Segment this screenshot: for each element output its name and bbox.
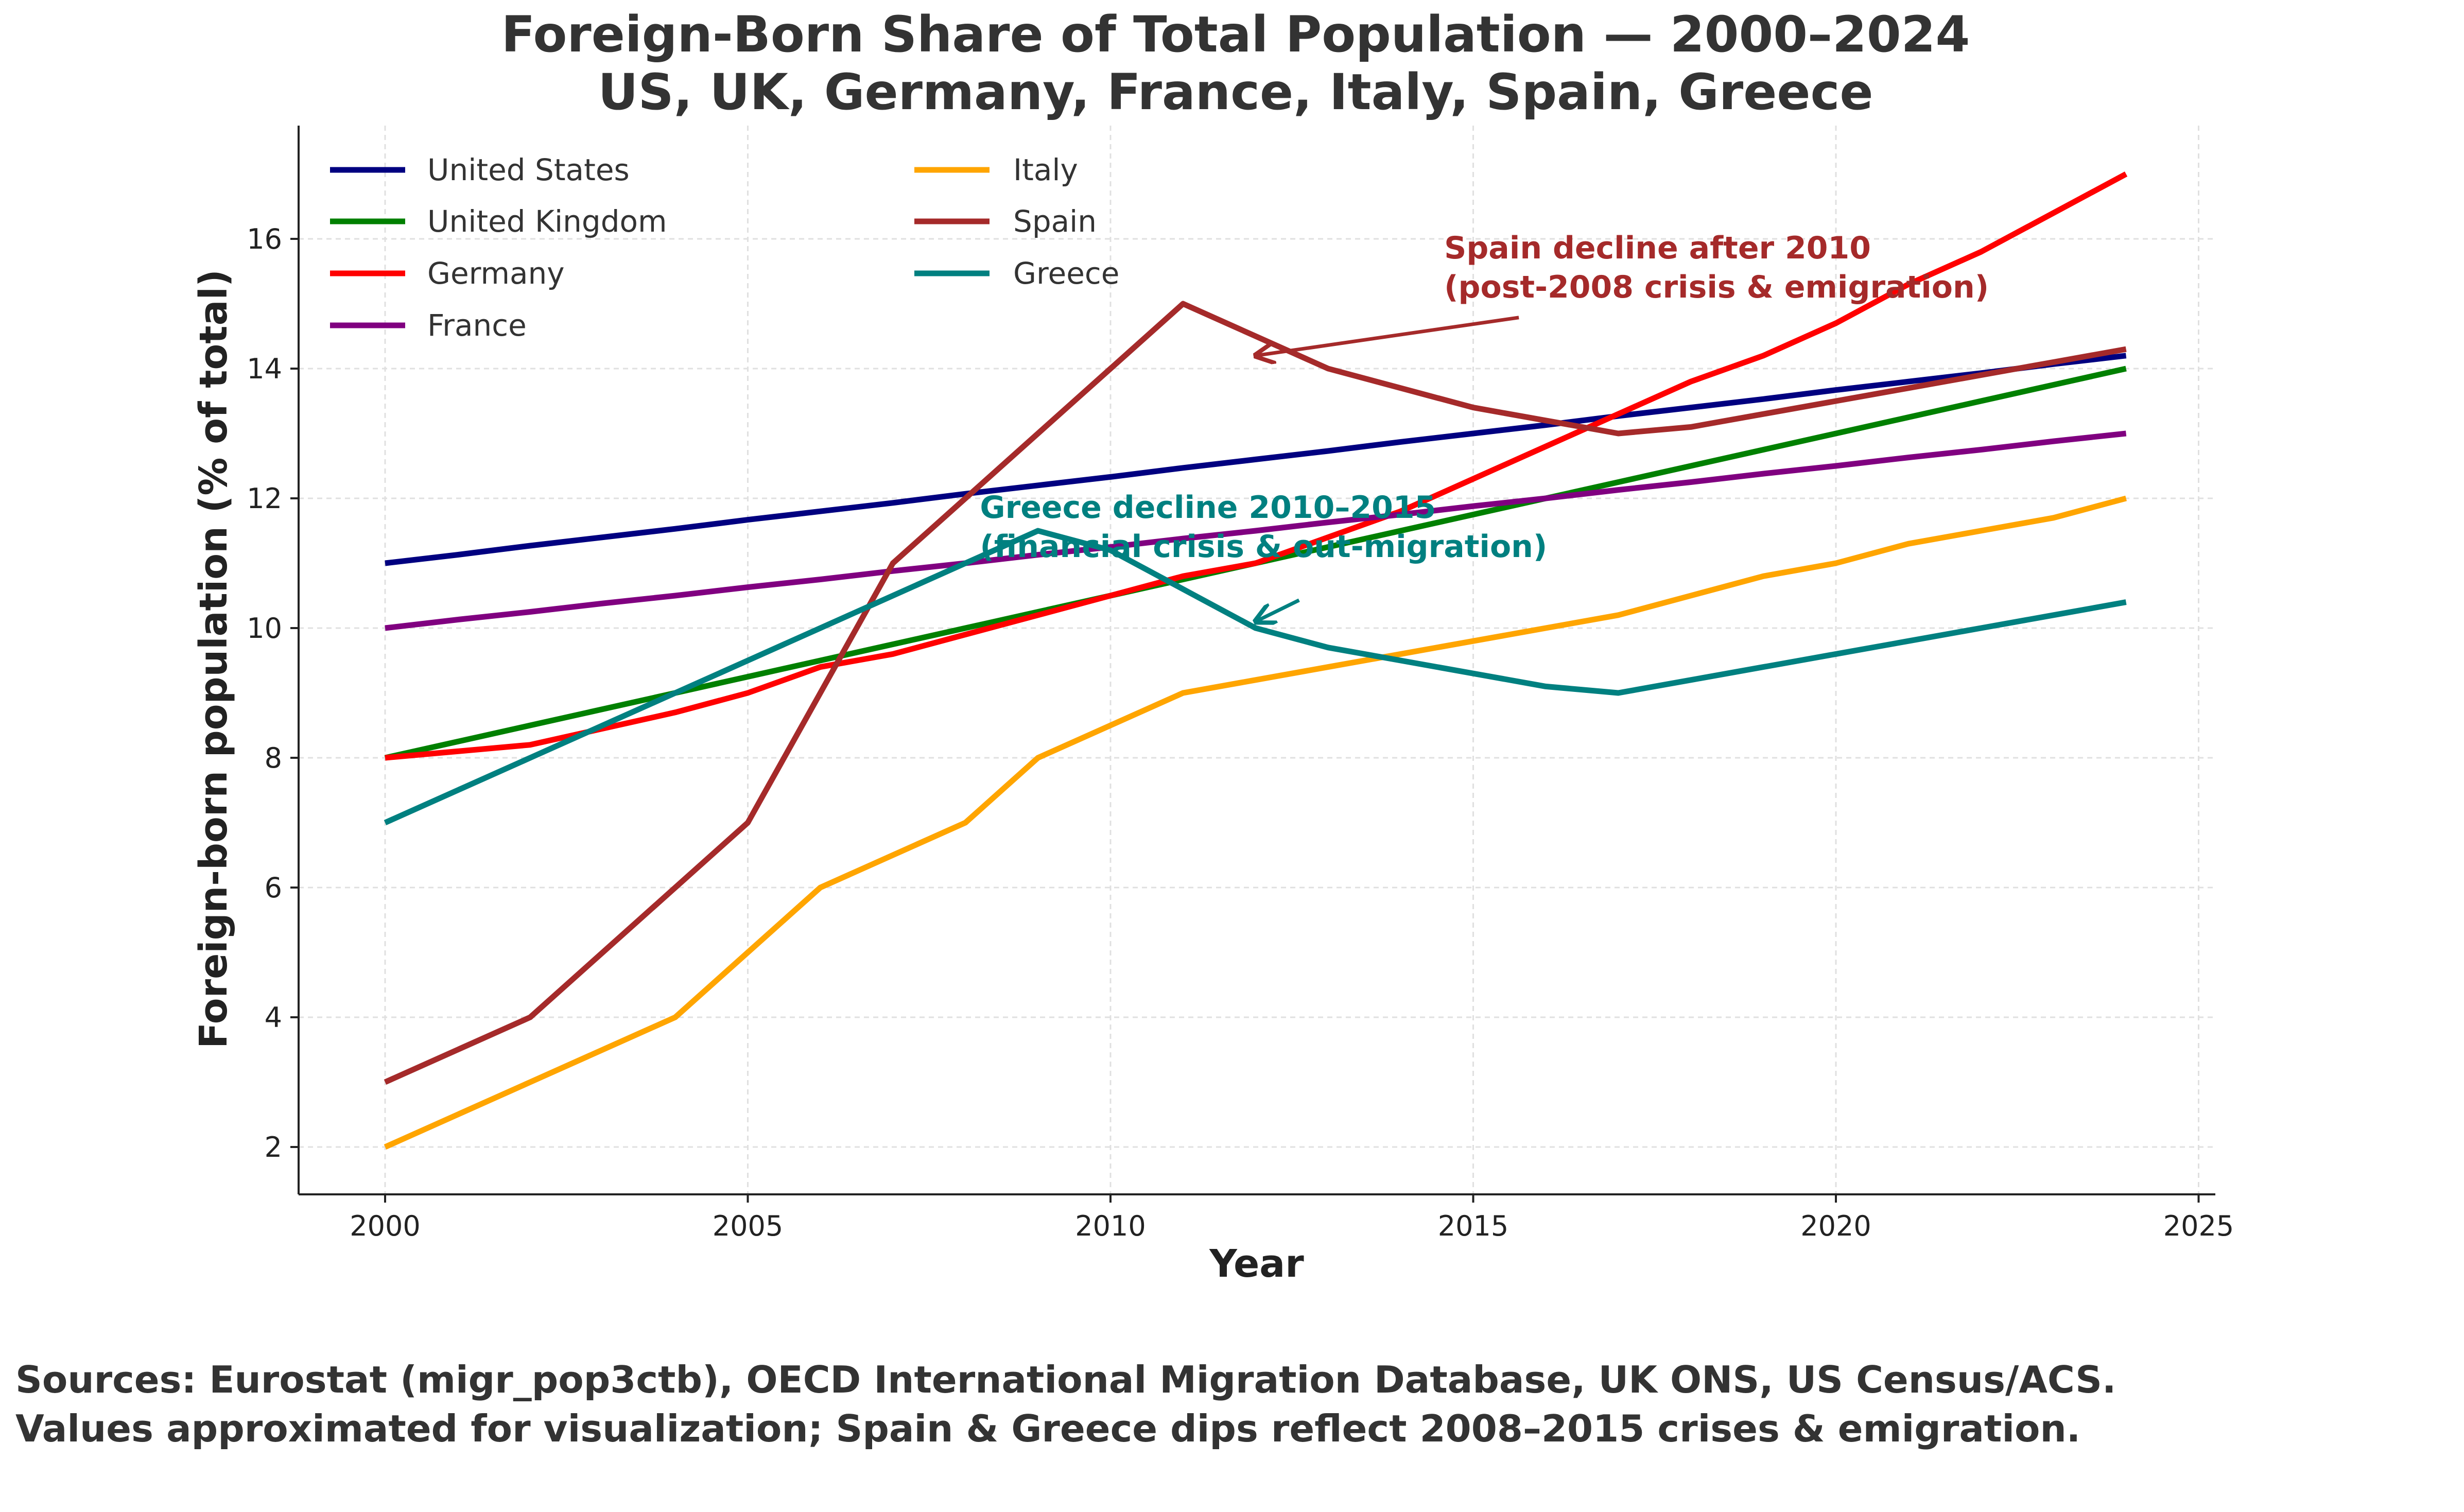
y-tick-label: 6 xyxy=(265,872,282,904)
series-line-spain xyxy=(384,301,2127,1085)
y-tick-label: 4 xyxy=(265,1001,282,1034)
series-lines xyxy=(384,171,2128,1150)
annotation-arrow xyxy=(1256,598,1300,622)
series-line-united-states xyxy=(385,353,2127,566)
series-line-germany xyxy=(385,171,2128,761)
annotation-text-line1: Greece decline 2010–2015 xyxy=(980,490,1436,526)
legend-label-germany: Germany xyxy=(427,256,565,291)
legend-label-italy: Italy xyxy=(1013,152,1078,187)
footer-sources: Sources: Eurostat (migr_pop3ctb), OECD I… xyxy=(15,1358,2116,1401)
x-tick-label: 2015 xyxy=(1438,1210,1508,1242)
x-tick-label: 2005 xyxy=(713,1210,783,1242)
series-line-france xyxy=(385,430,2127,631)
annotation-text-line1: Spain decline after 2010 xyxy=(1444,230,1871,266)
y-tick-label: 14 xyxy=(247,353,282,385)
x-tick-label: 2000 xyxy=(350,1210,420,1242)
y-tick-label: 2 xyxy=(265,1131,282,1163)
y-tick-label: 10 xyxy=(247,612,282,645)
annotation-arrow xyxy=(1256,316,1519,356)
annotations: Spain decline after 2010(post-2008 crisi… xyxy=(980,230,1989,622)
legend-label-greece: Greece xyxy=(1013,256,1119,291)
y-tick-label: 12 xyxy=(247,482,282,515)
ticks: 2000 2005 2010 2015 2020 2025 2 4 6 8 10 12 14 16 xyxy=(247,223,2234,1242)
x-tick-label: 2025 xyxy=(2163,1210,2234,1242)
legend-label-united-states: United States xyxy=(427,152,630,187)
y-tick-label: 8 xyxy=(265,742,282,774)
x-tick-label: 2020 xyxy=(1800,1210,1871,1242)
legend-label-spain: Spain xyxy=(1013,204,1097,239)
x-axis-label: Year xyxy=(1209,1242,1304,1286)
series-line-greece xyxy=(384,528,2127,826)
annotation-text-line2: (financial crisis & out-migration) xyxy=(980,529,1547,565)
chart-title-line2: US, UK, Germany, France, Italy, Spain, G… xyxy=(598,63,1873,121)
footer-note: Values approximated for visualization; S… xyxy=(15,1407,2080,1450)
y-axis-label: Foreign-born population (% of total) xyxy=(192,269,236,1049)
chart-title-line1: Foreign-Born Share of Total Population —… xyxy=(501,6,1970,63)
legend: United States United Kingdom Germany France… xyxy=(330,152,1119,343)
x-tick-label: 2010 xyxy=(1075,1210,1146,1242)
legend-label-united-kingdom: United Kingdom xyxy=(427,204,667,239)
series-line-italy xyxy=(384,495,2127,1150)
annotation-text-line2: (post-2008 crisis & emigration) xyxy=(1444,269,1989,305)
y-tick-label: 16 xyxy=(247,223,282,255)
legend-label-france: France xyxy=(427,308,527,343)
